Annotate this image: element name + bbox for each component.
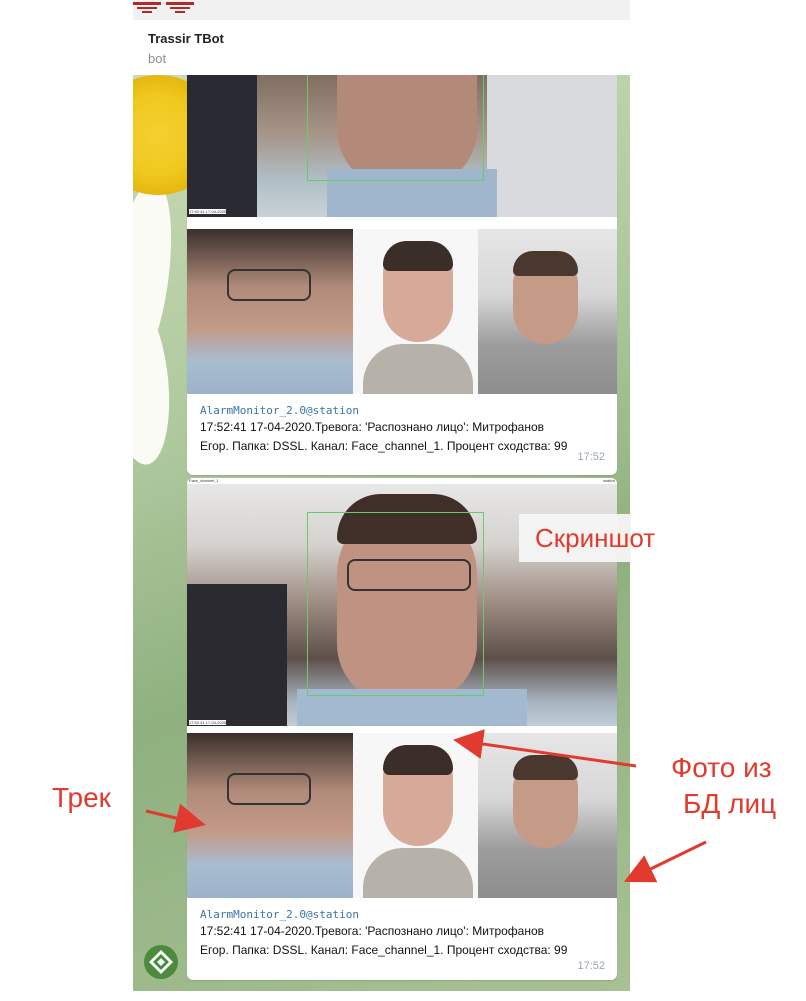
arrow-to-track	[145, 803, 206, 833]
message-time: 17:52	[577, 960, 605, 972]
message-text-line-1: 17:52:41 17-04-2020.Тревога: 'Распознано…	[200, 924, 545, 938]
message-sender[interactable]: AlarmMonitor_2.0@station	[200, 908, 359, 921]
message-sender[interactable]: AlarmMonitor_2.0@station	[200, 404, 359, 417]
frame-server-label: station	[603, 478, 615, 483]
window-topbar	[133, 0, 630, 20]
track-photo[interactable]	[187, 733, 353, 898]
chat-header[interactable]: Trassir TBot bot	[133, 20, 630, 75]
message-bubble[interactable]: 17:52:41 17-04-2020 AlarmMonitor_2.0@sta…	[187, 75, 617, 475]
track-annotation: Трек	[52, 782, 111, 813]
bot-avatar-icon[interactable]	[144, 945, 178, 979]
database-photo-2[interactable]	[478, 229, 617, 394]
message-time: 17:52	[577, 451, 605, 463]
database-photo[interactable]	[353, 229, 478, 394]
chat-subtitle: bot	[148, 51, 167, 66]
screenshot-annotation: Скриншот	[519, 514, 655, 562]
message-text-line-2: Егор. Папка: DSSL. Канал: Face_channel_1…	[200, 439, 568, 453]
frame-channel-label: Face_channel_1	[189, 478, 219, 483]
trassir-logo-icon	[133, 2, 194, 13]
frame-timestamp: 17:52:41 17-04-2020	[189, 209, 227, 214]
arrow-to-db-photo-2	[623, 840, 707, 883]
message-text-line-2: Егор. Папка: DSSL. Канал: Face_channel_1…	[200, 943, 568, 957]
database-photo[interactable]	[353, 733, 478, 898]
message-text-line-1: 17:52:41 17-04-2020.Тревога: 'Распознано…	[200, 420, 545, 434]
screenshot-photo[interactable]: 17:52:41 17-04-2020	[187, 75, 617, 217]
chat-title: Trassir TBot	[148, 31, 224, 46]
track-photo[interactable]	[187, 229, 353, 394]
arrow-to-db-photo	[453, 729, 637, 768]
message-bubble[interactable]: Face_channel_1 station 17:52:41 17-04-20…	[187, 478, 617, 980]
db-photo-annotation-line-2: БД лиц	[683, 788, 777, 819]
db-photo-annotation-line-1: Фото из	[671, 752, 772, 783]
frame-timestamp: 17:52:41 17-04-2020	[189, 720, 227, 725]
